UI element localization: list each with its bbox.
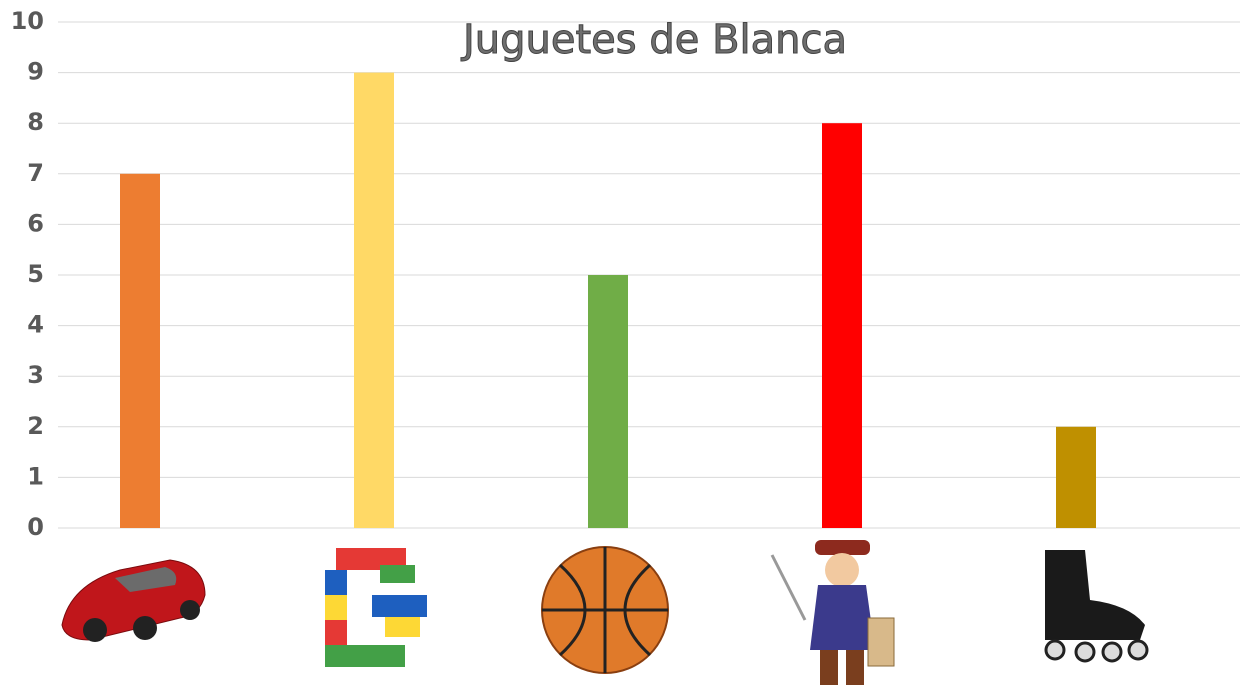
y-tick-label: 6 <box>27 209 44 237</box>
y-tick-label: 0 <box>27 513 44 541</box>
chart-title: Juguetes de Blanca <box>460 17 847 63</box>
y-tick-label: 10 <box>11 7 44 35</box>
blocks-icon <box>325 548 427 667</box>
bar <box>822 123 862 528</box>
bar <box>1056 426 1096 528</box>
y-tick-label: 5 <box>27 260 44 288</box>
pirate-icon <box>770 540 895 685</box>
bar <box>588 275 628 528</box>
y-tick-label: 2 <box>27 412 44 440</box>
y-tick-label: 7 <box>27 159 44 187</box>
bar <box>354 72 394 528</box>
y-tick-label: 1 <box>27 462 44 490</box>
skate-icon <box>1044 550 1149 663</box>
ball-icon <box>541 546 669 674</box>
y-tick-label: 8 <box>27 108 44 136</box>
y-tick-label: 9 <box>27 58 44 86</box>
y-tick-label: 3 <box>27 361 44 389</box>
car-icon <box>61 559 206 642</box>
category-icons <box>61 540 1149 685</box>
y-tick-label: 4 <box>27 311 44 339</box>
bar <box>120 173 160 529</box>
